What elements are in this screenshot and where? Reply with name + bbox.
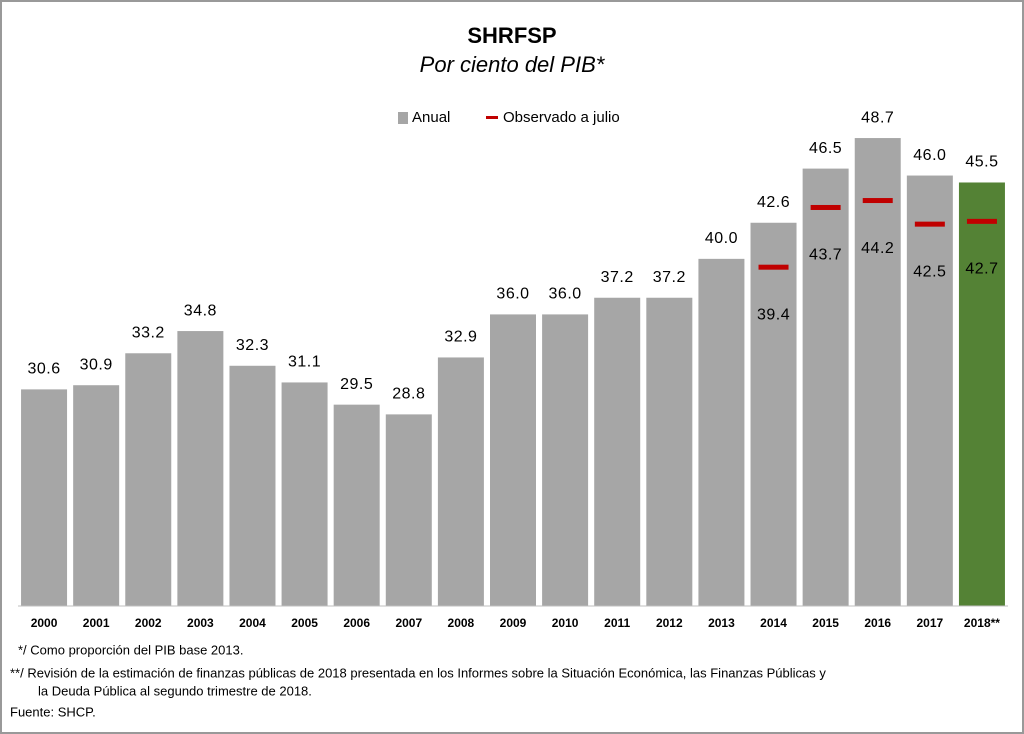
footnote: */ Como proporción del PIB base 2013.: [18, 642, 243, 657]
marker: [810, 204, 841, 210]
footnote: Fuente: SHCP.: [10, 704, 96, 719]
data-label: 45.5: [965, 154, 998, 171]
data-label: 32.3: [236, 337, 269, 354]
data-label: 32.9: [444, 329, 477, 346]
bar: [542, 314, 589, 606]
x-tick-label: 2007: [395, 616, 422, 630]
x-tick-label: 2004: [239, 616, 266, 630]
footnote: la Deuda Pública al segundo trimestre de…: [38, 683, 312, 698]
x-tick-label: 2017: [916, 616, 943, 630]
legend-label: Observado a julio: [503, 109, 620, 126]
x-tick-label: 2002: [135, 616, 162, 630]
footnote: **/ Revisión de la estimación de finanza…: [10, 665, 826, 680]
data-label: 34.8: [184, 302, 217, 319]
bar: [437, 357, 484, 606]
chart-subtitle: Por ciento del PIB*: [420, 52, 606, 77]
x-tick-label: 2009: [500, 616, 527, 630]
x-tick-label: 2015: [812, 616, 839, 630]
bar: [21, 389, 68, 606]
x-tick-label: 2003: [187, 616, 214, 630]
data-label: 30.6: [27, 361, 60, 378]
data-label: 30.9: [80, 356, 113, 373]
data-label: 28.8: [392, 386, 425, 403]
bar: [802, 168, 849, 606]
data-label: 29.5: [340, 376, 373, 393]
legend-swatch: [398, 112, 408, 124]
bar: [698, 258, 745, 606]
bar: [385, 414, 432, 606]
data-label: 42.7: [965, 261, 998, 278]
x-tick-label: 2006: [343, 616, 370, 630]
x-tick-label: 2016: [864, 616, 891, 630]
bar: [958, 182, 1005, 606]
data-label: 37.2: [653, 269, 686, 286]
marker: [914, 221, 945, 227]
x-tick-label: 2001: [83, 616, 110, 630]
data-label: 36.0: [496, 286, 529, 303]
data-label: 43.7: [809, 247, 842, 264]
legend-label: Anual: [412, 109, 450, 126]
data-label: 46.0: [913, 147, 946, 164]
bar: [73, 385, 120, 606]
x-tick-label: 2000: [31, 616, 58, 630]
bar: [854, 138, 901, 606]
bar: [490, 314, 536, 606]
bar: [594, 297, 641, 606]
bar: [906, 175, 953, 607]
x-tick-label: 2010: [552, 616, 579, 630]
data-label: 31.1: [288, 354, 321, 371]
bar: [281, 382, 328, 606]
x-tick-label: 2011: [604, 616, 630, 630]
data-label: 40.0: [705, 230, 738, 247]
marker: [862, 198, 893, 204]
data-label: 37.2: [601, 269, 634, 286]
chart-title: SHRFSP: [467, 23, 556, 48]
data-label: 44.2: [861, 240, 894, 257]
bar: [177, 331, 224, 606]
data-label: 39.4: [757, 306, 790, 323]
x-tick-label: 2013: [708, 616, 735, 630]
bar: [333, 404, 380, 606]
data-label: 46.5: [809, 140, 842, 157]
x-tick-label: 2018**: [964, 616, 1000, 630]
data-label: 33.2: [132, 324, 165, 341]
bar: [646, 297, 693, 606]
data-label: 48.7: [861, 109, 894, 126]
x-tick-label: 2008: [448, 616, 475, 630]
marker: [758, 264, 789, 270]
data-label: 42.6: [757, 194, 790, 211]
bar: [125, 353, 172, 606]
bar: [750, 222, 797, 607]
x-tick-label: 2012: [656, 616, 683, 630]
x-tick-label: 2005: [291, 616, 318, 630]
data-label: 36.0: [549, 286, 582, 303]
x-tick-label: 2014: [760, 616, 787, 630]
legend-swatch: [486, 116, 498, 119]
data-label: 42.5: [913, 263, 946, 280]
marker: [966, 218, 997, 224]
bar: [229, 365, 276, 606]
